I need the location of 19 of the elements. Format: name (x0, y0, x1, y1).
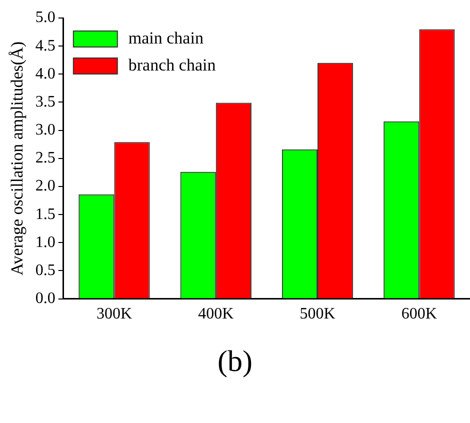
y-tick-label: 5.0 (35, 9, 56, 26)
y-axis-title: Average oscillation amplitudes(Å) (8, 41, 27, 276)
legend-label: branch chain (128, 55, 216, 74)
y-tick-label: 3.5 (35, 93, 56, 110)
legend-label: main chain (128, 28, 204, 48)
y-tick-label: 4.0 (35, 65, 56, 82)
x-tick-label: 500K (300, 306, 336, 323)
y-tick-label: 4.5 (35, 37, 56, 54)
y-tick-label: 2.0 (35, 178, 56, 195)
y-tick-label: 0.0 (35, 290, 56, 308)
y-tick-label: 0.5 (35, 262, 56, 279)
x-tick-label: 400K (198, 306, 234, 323)
y-tick-label: 1.0 (35, 234, 56, 251)
text: (b) (216, 345, 254, 379)
x-tick-label: 300K (96, 306, 132, 323)
y-tick-label: 1.5 (35, 206, 56, 223)
y-tick-label: 2.5 (35, 150, 56, 167)
y-tick-label: 3.0 (35, 122, 56, 139)
x-tick-label: 600K (401, 306, 438, 323)
